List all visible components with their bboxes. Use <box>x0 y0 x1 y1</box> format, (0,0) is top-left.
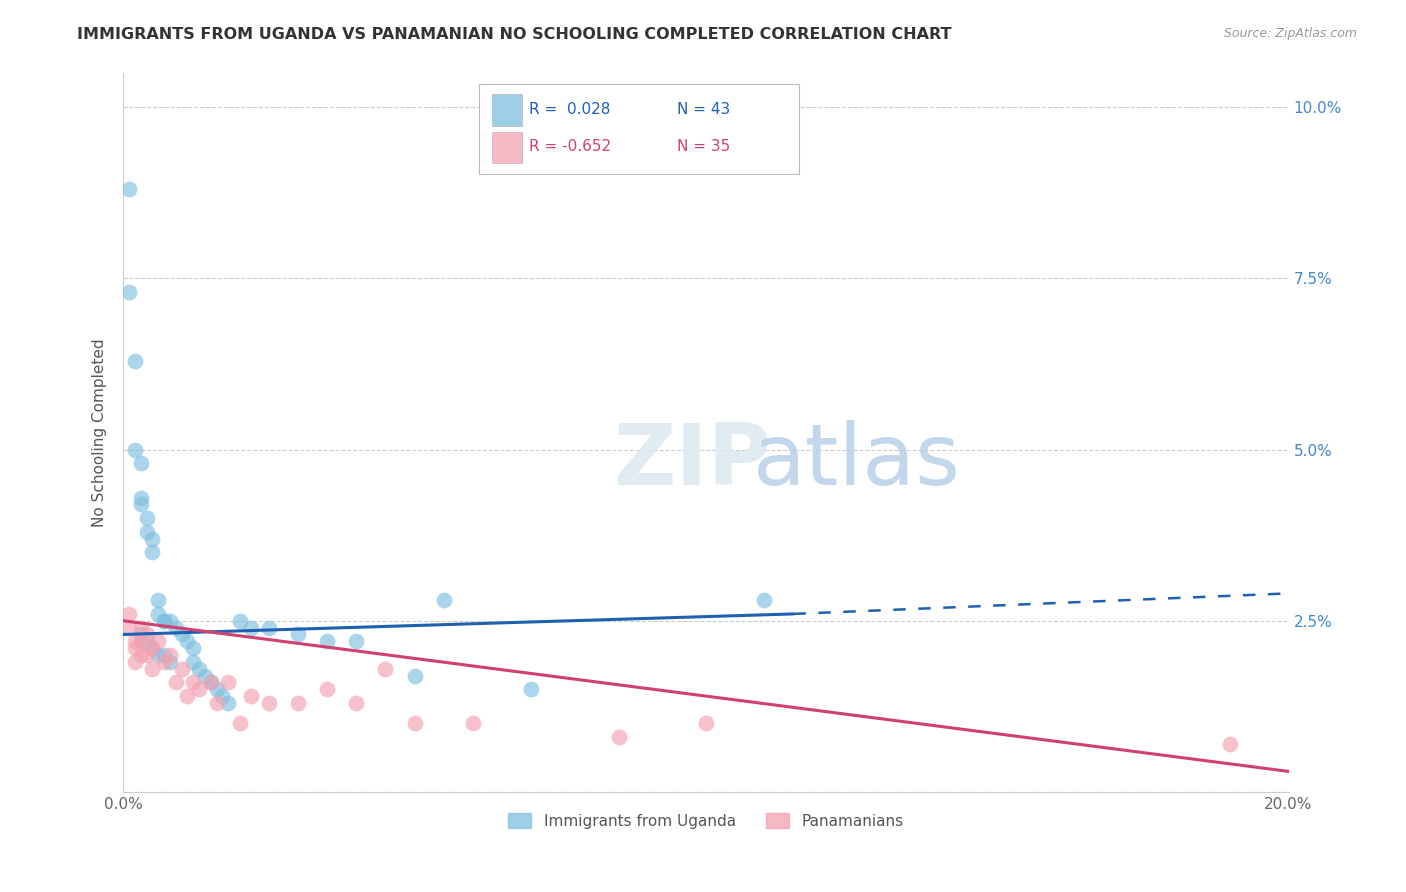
Point <box>257 696 280 710</box>
Point <box>520 682 543 697</box>
Text: ZIP: ZIP <box>613 420 770 503</box>
Point <box>754 593 776 607</box>
FancyBboxPatch shape <box>492 95 522 126</box>
Text: N = 35: N = 35 <box>676 139 730 154</box>
Point <box>217 675 239 690</box>
Point <box>135 511 157 525</box>
Point <box>404 716 426 731</box>
Point <box>205 696 228 710</box>
Point <box>461 716 484 731</box>
Point <box>159 648 181 662</box>
Point <box>129 491 152 505</box>
Point <box>404 668 426 682</box>
Text: Source: ZipAtlas.com: Source: ZipAtlas.com <box>1223 27 1357 40</box>
Point <box>433 593 456 607</box>
Point <box>194 668 217 682</box>
Point <box>129 648 152 662</box>
Point <box>165 621 187 635</box>
Text: atlas: atlas <box>752 420 960 503</box>
Point <box>316 634 339 648</box>
Point <box>153 614 176 628</box>
Point <box>124 655 146 669</box>
Point <box>148 648 170 662</box>
Text: N = 43: N = 43 <box>676 103 730 117</box>
Point <box>141 641 163 656</box>
Point <box>188 682 211 697</box>
Point <box>257 621 280 635</box>
Point <box>159 614 181 628</box>
Text: R = -0.652: R = -0.652 <box>529 139 612 154</box>
Point <box>205 682 228 697</box>
Text: R =  0.028: R = 0.028 <box>529 103 610 117</box>
Point <box>141 532 163 546</box>
Point <box>229 716 252 731</box>
Point <box>153 614 176 628</box>
Point <box>118 621 141 635</box>
FancyBboxPatch shape <box>492 132 522 163</box>
Point <box>129 627 152 641</box>
Point <box>188 662 211 676</box>
Point <box>129 621 152 635</box>
Point <box>135 524 157 539</box>
Point <box>141 641 163 656</box>
Point <box>153 655 176 669</box>
Point <box>229 614 252 628</box>
Point <box>118 607 141 621</box>
Y-axis label: No Schooling Completed: No Schooling Completed <box>93 338 107 527</box>
Point <box>129 634 152 648</box>
Point <box>129 456 152 470</box>
Point <box>344 696 367 710</box>
Point <box>148 593 170 607</box>
Point <box>1219 737 1241 751</box>
Point <box>176 634 198 648</box>
Point <box>344 634 367 648</box>
Point <box>211 689 233 703</box>
Point <box>200 675 222 690</box>
Point <box>170 662 193 676</box>
Point <box>148 607 170 621</box>
Point <box>148 634 170 648</box>
Point <box>124 641 146 656</box>
Legend: Immigrants from Uganda, Panamanians: Immigrants from Uganda, Panamanians <box>502 806 910 835</box>
Point <box>124 634 146 648</box>
Text: IMMIGRANTS FROM UGANDA VS PANAMANIAN NO SCHOOLING COMPLETED CORRELATION CHART: IMMIGRANTS FROM UGANDA VS PANAMANIAN NO … <box>77 27 952 42</box>
Point <box>181 641 204 656</box>
Point <box>170 627 193 641</box>
FancyBboxPatch shape <box>478 84 799 174</box>
Point <box>217 696 239 710</box>
Point <box>159 655 181 669</box>
Point <box>240 689 263 703</box>
Point <box>607 730 630 744</box>
Point <box>135 627 157 641</box>
Point <box>118 182 141 196</box>
Point <box>374 662 396 676</box>
Point <box>287 627 309 641</box>
Point <box>135 648 157 662</box>
Point <box>181 675 204 690</box>
Point <box>153 648 176 662</box>
Point <box>165 675 187 690</box>
Point <box>124 442 146 457</box>
Point <box>240 621 263 635</box>
Point <box>181 655 204 669</box>
Point <box>200 675 222 690</box>
Point <box>141 662 163 676</box>
Point <box>287 696 309 710</box>
Point <box>316 682 339 697</box>
Point <box>695 716 717 731</box>
Point <box>135 634 157 648</box>
Point <box>129 497 152 511</box>
Point <box>118 285 141 299</box>
Point <box>141 545 163 559</box>
Point <box>124 353 146 368</box>
Point <box>176 689 198 703</box>
